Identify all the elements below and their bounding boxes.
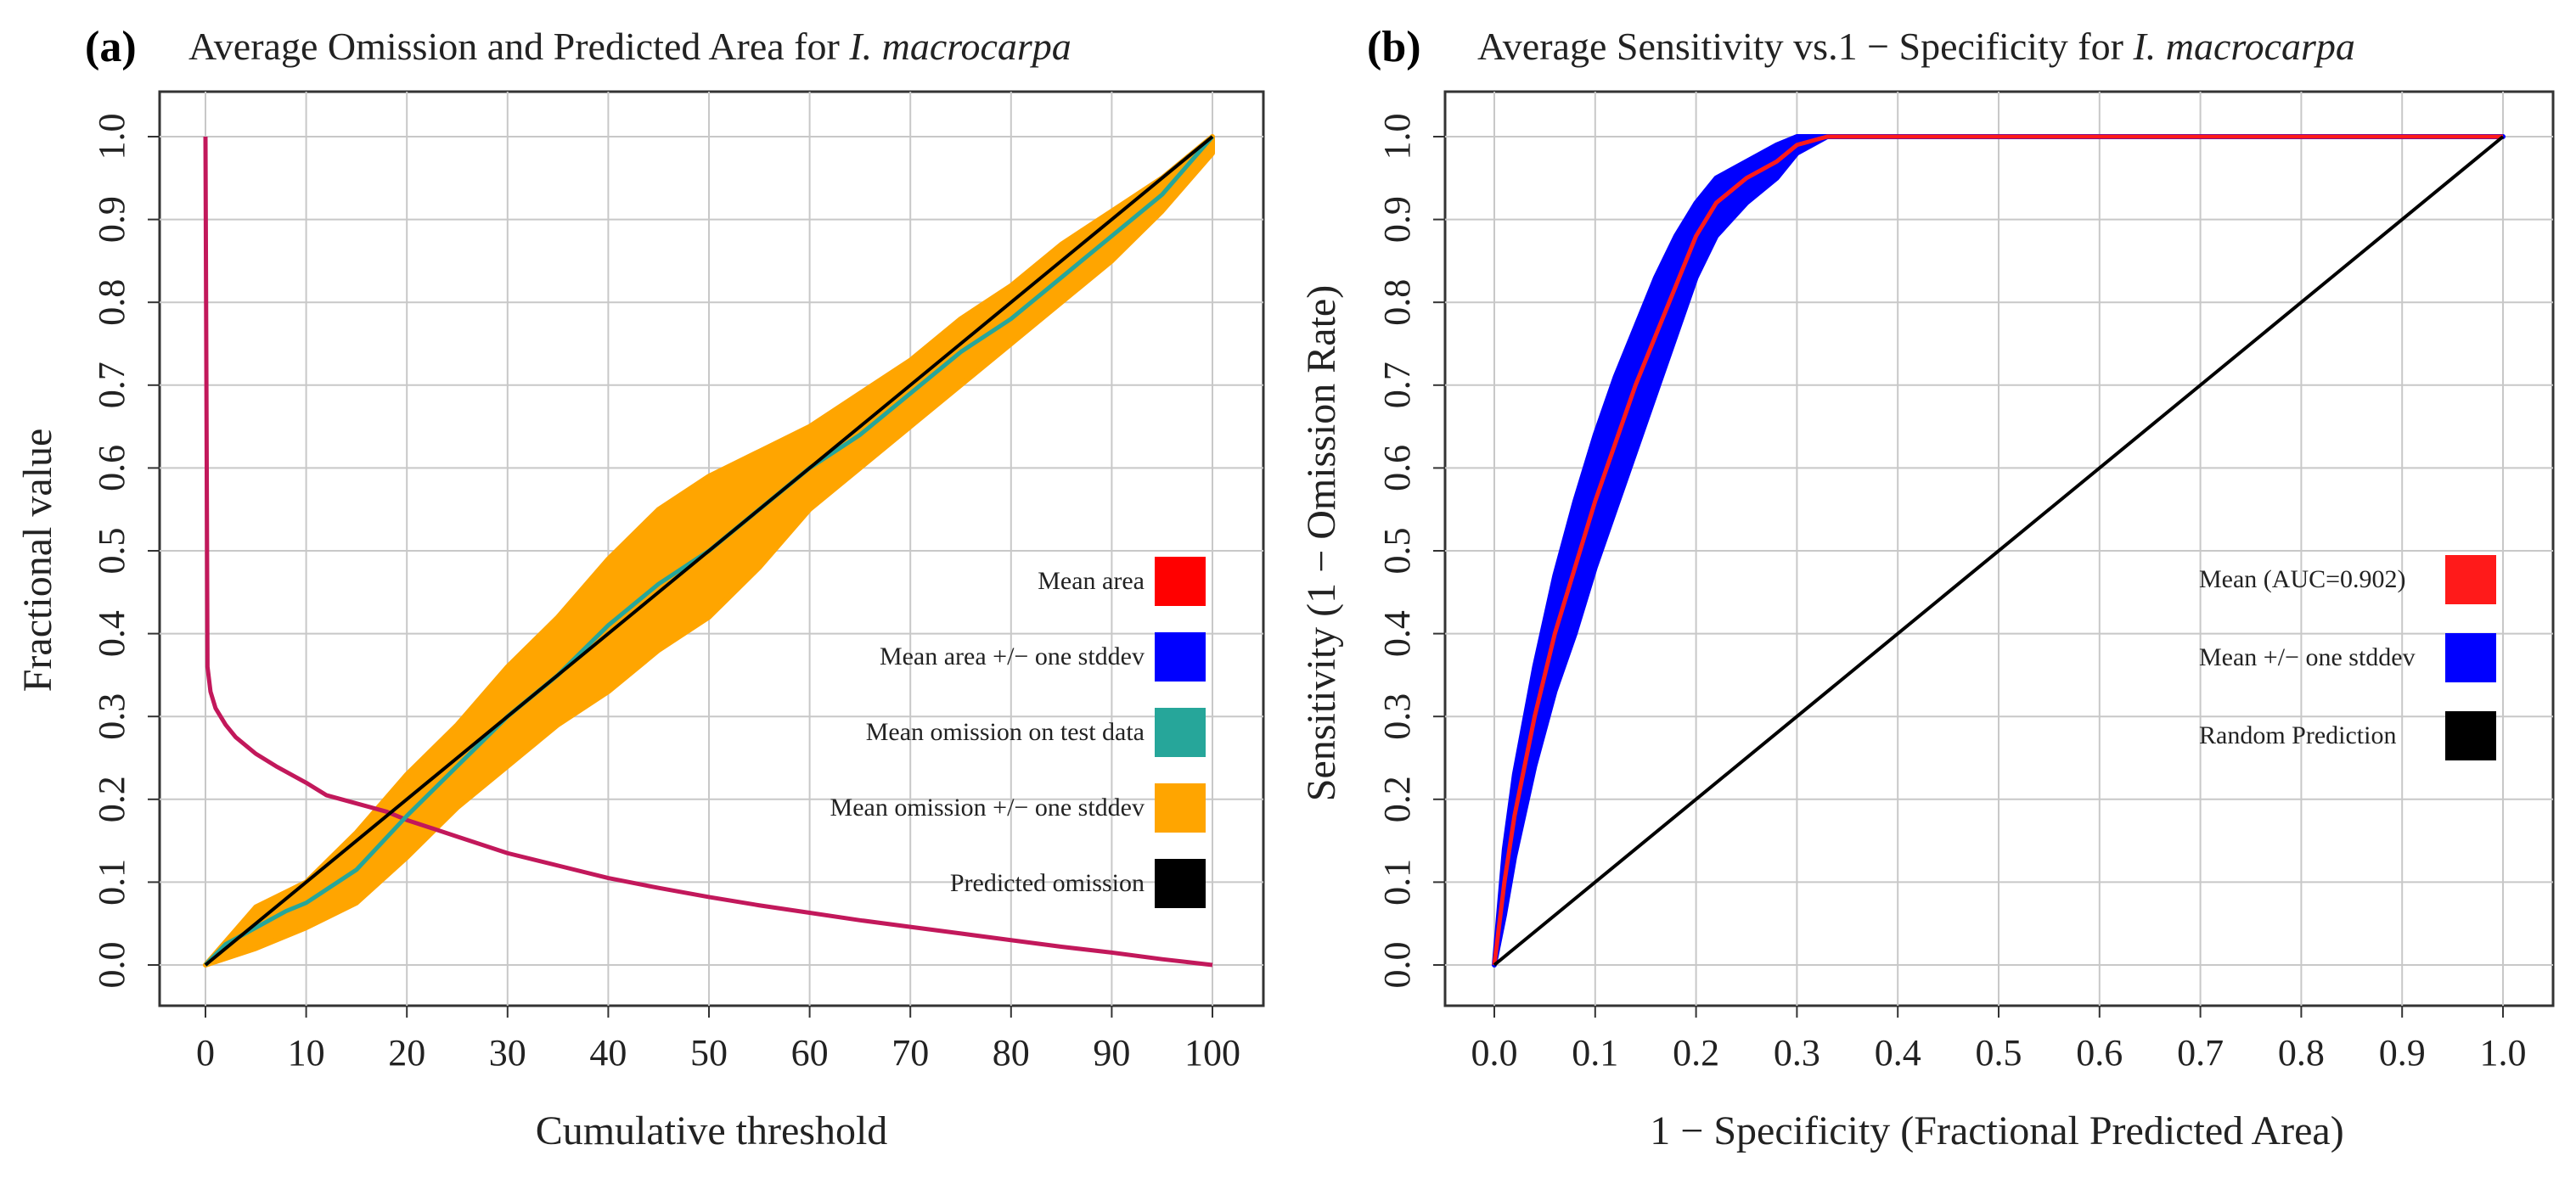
y-tick-label: 0.0: [91, 942, 132, 989]
y-tick-label: 0.3: [91, 693, 132, 740]
y-tick-label: 0.1: [91, 859, 132, 906]
x-tick-label: 0.6: [2076, 1032, 2123, 1074]
line-predicted-omission: [204, 135, 1214, 967]
panel-b-legend: Mean (AUC=0.902) Mean +/− one stddev Rando…: [2199, 555, 2496, 760]
panel-b-label: (b): [1367, 23, 1421, 71]
x-tick-label: 0.5: [1976, 1032, 2022, 1074]
panel-a-ticks: 0 10 20 30 40 50 60 70 80 90 100 0.0 0.1 0.2 0.3 0.4 0.5…: [91, 114, 1240, 1074]
x-tick-label: 0.9: [2379, 1032, 2426, 1074]
legend-swatch: [1155, 708, 1206, 757]
y-tick-label: 0.5: [1376, 528, 1418, 575]
x-tick-label: 0.7: [2177, 1032, 2224, 1074]
x-tick-label: 100: [1184, 1032, 1240, 1074]
line-mean-auc-0-902-: [1492, 134, 2503, 966]
y-tick-label: 1.0: [1376, 114, 1418, 160]
x-tick-label: 0.3: [1774, 1032, 1820, 1074]
panel-a-label: (a): [85, 23, 137, 71]
x-tick-label: 60: [791, 1032, 829, 1074]
line-mean-omission-on-test-data: [204, 135, 1214, 967]
x-tick-label: 50: [690, 1032, 728, 1074]
x-tick-label: 0: [196, 1032, 215, 1074]
x-tick-label: 90: [1093, 1032, 1130, 1074]
x-tick-label: 0.0: [1471, 1032, 1518, 1074]
panel-a-legend: Mean area Mean area +/− one stddev Mean om…: [830, 557, 1206, 908]
y-tick-label: 0.2: [91, 776, 132, 822]
panel-a-marks: [203, 134, 1215, 968]
legend-swatch: [2445, 711, 2496, 760]
x-tick-label: 80: [993, 1032, 1030, 1074]
panel-b-y-axis-label: Sensitivity (1 − Omission Rate): [1299, 285, 1344, 801]
x-tick-label: 40: [589, 1032, 627, 1074]
y-tick-label: 0.4: [1376, 610, 1418, 657]
legend-swatch: [1155, 783, 1206, 833]
panel-a-title: Average Omission and Predicted Area for …: [188, 25, 1071, 68]
x-tick-label: 1.0: [2480, 1032, 2527, 1074]
x-tick-label: 0.4: [1875, 1032, 1921, 1074]
legend-label: Mean area +/− one stddev: [880, 642, 1145, 670]
legend-label: Mean omission on test data: [866, 718, 1145, 746]
legend-swatch: [1155, 557, 1206, 606]
panel-b-x-axis-label: 1 − Specificity (Fractional Predicted Ar…: [1650, 1108, 2343, 1153]
y-tick-label: 0.7: [1376, 362, 1418, 408]
x-tick-label: 30: [489, 1032, 526, 1074]
legend-swatch: [2445, 555, 2496, 604]
legend-label: Predicted omission: [950, 869, 1145, 897]
legend-swatch: [1155, 859, 1206, 908]
y-tick-label: 0.2: [1376, 776, 1418, 822]
y-tick-label: 0.7: [91, 362, 132, 408]
legend-label: Mean +/− one stddev: [2199, 643, 2416, 671]
legend-label: Mean area: [1038, 567, 1145, 595]
panel-a-y-axis-label: Fractional value: [15, 429, 60, 693]
x-tick-label: 0.2: [1673, 1032, 1719, 1074]
legend-label: Random Prediction: [2199, 721, 2396, 749]
y-tick-label: 0.6: [1376, 445, 1418, 491]
x-tick-label: 0.8: [2278, 1032, 2325, 1074]
line-random-prediction: [1493, 135, 2505, 967]
y-tick-label: 0.9: [1376, 196, 1418, 243]
y-tick-label: 1.0: [91, 114, 132, 160]
y-tick-label: 0.0: [1376, 942, 1418, 989]
y-tick-label: 0.5: [91, 528, 132, 575]
x-tick-label: 70: [891, 1032, 929, 1074]
panel-b: (b) Average Sensitivity vs.1 − Specifici…: [1299, 23, 2555, 1153]
panel-b-ticks: 0.0 0.1 0.2 0.3 0.4 0.5 0.6 0.7 0.8 0.9 1.0 0.0 0.1 0…: [1376, 114, 2527, 1074]
y-tick-label: 0.9: [91, 196, 132, 243]
legend-label: Mean (AUC=0.902): [2199, 565, 2406, 593]
y-tick-label: 0.8: [1376, 279, 1418, 326]
y-tick-label: 0.6: [91, 445, 132, 491]
legend-swatch: [2445, 633, 2496, 682]
panel-b-marks: [1492, 134, 2506, 968]
panel-b-title: Average Sensitivity vs.1 − Specificity f…: [1477, 25, 2355, 68]
legend-label: Mean omission +/− one stddev: [830, 794, 1145, 822]
legend-swatch: [1155, 632, 1206, 682]
panel-a: (a) Average Omission and Predicted Area …: [15, 23, 1265, 1153]
x-tick-label: 20: [388, 1032, 425, 1074]
y-tick-label: 0.8: [91, 279, 132, 326]
y-tick-label: 0.1: [1376, 859, 1418, 906]
x-tick-label: 10: [288, 1032, 325, 1074]
panel-a-x-axis-label: Cumulative threshold: [536, 1108, 888, 1153]
line-mean-area: [203, 136, 1213, 968]
y-tick-label: 0.4: [91, 610, 132, 657]
x-tick-label: 0.1: [1572, 1032, 1618, 1074]
y-tick-label: 0.3: [1376, 693, 1418, 740]
